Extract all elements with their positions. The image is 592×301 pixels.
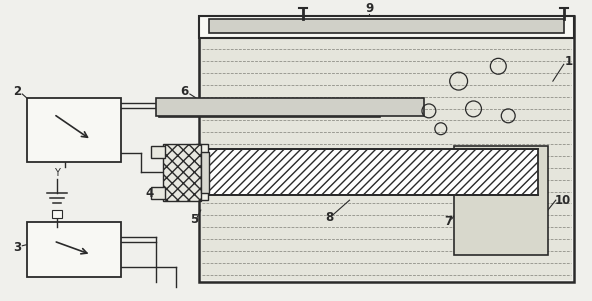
Text: 7: 7 bbox=[445, 216, 453, 228]
Text: 10: 10 bbox=[555, 194, 571, 207]
Bar bbox=[199, 16, 574, 38]
Text: 4: 4 bbox=[145, 187, 153, 200]
Bar bbox=[52, 210, 62, 218]
Bar bbox=[196, 144, 208, 200]
Bar bbox=[156, 98, 424, 116]
Bar bbox=[27, 222, 121, 277]
Text: 5: 5 bbox=[189, 213, 198, 226]
Bar bbox=[453, 146, 548, 255]
Bar bbox=[151, 187, 165, 199]
Text: 8: 8 bbox=[326, 212, 334, 225]
Bar bbox=[199, 16, 574, 282]
Text: 3: 3 bbox=[13, 241, 21, 254]
Bar bbox=[201, 149, 538, 195]
Bar bbox=[159, 99, 380, 117]
Text: 1: 1 bbox=[565, 55, 573, 68]
Bar bbox=[201, 18, 572, 281]
Bar bbox=[209, 19, 564, 33]
Text: Y: Y bbox=[54, 168, 60, 178]
Bar bbox=[151, 146, 165, 157]
Bar bbox=[27, 98, 121, 163]
Bar bbox=[163, 144, 201, 201]
Text: 6: 6 bbox=[180, 85, 188, 98]
Text: 9: 9 bbox=[365, 2, 374, 15]
Text: 2: 2 bbox=[13, 85, 21, 98]
Bar bbox=[201, 151, 209, 193]
